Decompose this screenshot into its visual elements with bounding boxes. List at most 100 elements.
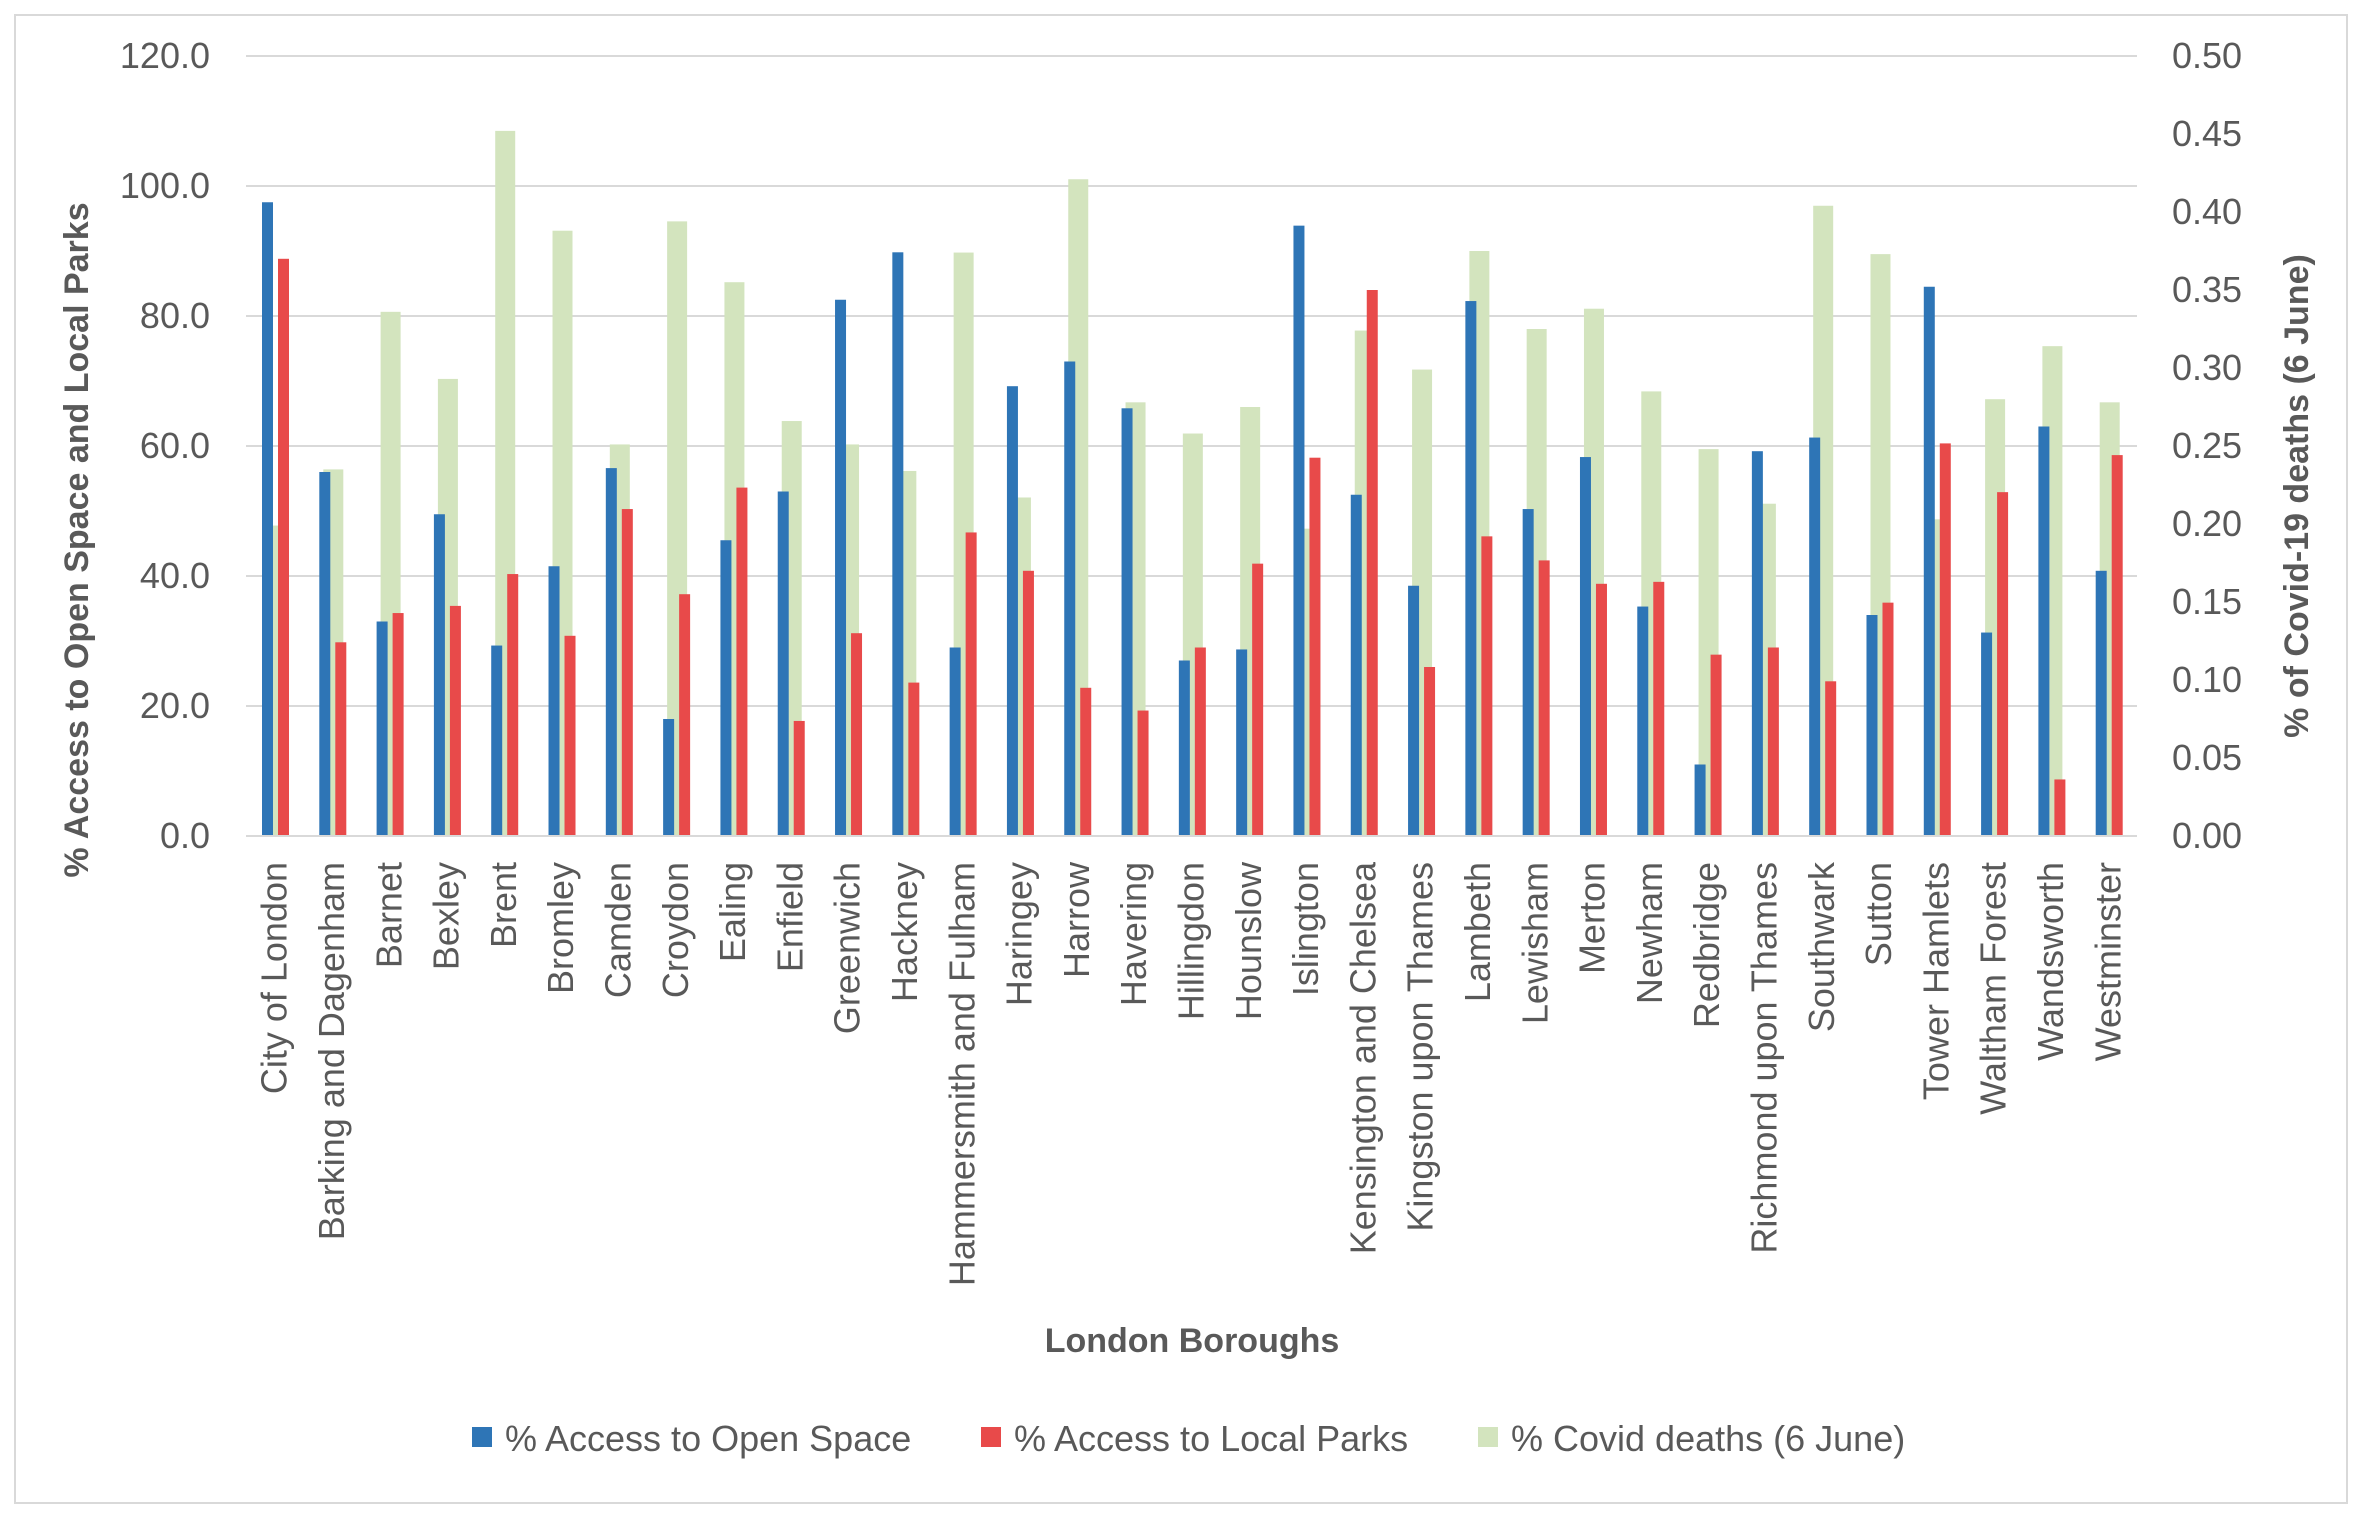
category-label: City of London xyxy=(254,862,295,1094)
bar-open-space-enfield xyxy=(777,491,789,836)
bar-open-space-harrow xyxy=(1064,361,1076,836)
y-tick-label: 20.0 xyxy=(140,685,210,726)
series-covid-deaths xyxy=(266,130,2120,837)
category-label: Bexley xyxy=(426,862,467,970)
bar-local-parks-bexley xyxy=(449,605,461,836)
category-label: Waltham Forest xyxy=(1973,862,2014,1115)
category-label: Redbridge xyxy=(1686,862,1727,1028)
bar-local-parks-newham xyxy=(1653,581,1665,836)
bar-local-parks-hammersmith-and-fulham xyxy=(965,532,977,836)
bar-local-parks-enfield xyxy=(793,720,805,836)
bar-open-space-lewisham xyxy=(1522,509,1534,836)
y2-tick-label: 0.35 xyxy=(2172,269,2242,310)
bar-open-space-bromley xyxy=(548,566,560,836)
bar-open-space-barnet xyxy=(376,621,388,836)
bar-open-space-hillingdon xyxy=(1178,660,1190,836)
category-labels: City of London Barking and Dagenham Barnet… xyxy=(254,861,2129,1286)
category-label: Westminster xyxy=(2087,862,2128,1061)
category-label: Hounslow xyxy=(1228,861,1269,1020)
bar-open-space-greenwich xyxy=(835,299,847,836)
bar-open-space-ealing xyxy=(720,540,732,836)
bar-open-space-haringey xyxy=(1006,386,1018,836)
bar-open-space-kingston-upon-thames xyxy=(1408,585,1420,836)
category-label: Newham xyxy=(1629,862,1670,1004)
bar-local-parks-waltham-forest xyxy=(1997,492,2009,836)
category-label: Lambeth xyxy=(1457,862,1498,1002)
bar-open-space-sutton xyxy=(1866,615,1878,836)
y-tick-label: 100.0 xyxy=(120,165,210,206)
category-label: Ealing xyxy=(712,862,753,962)
bar-open-space-camden xyxy=(605,468,617,836)
category-label: Sutton xyxy=(1858,862,1899,966)
category-label: Bromley xyxy=(540,862,581,994)
category-label: Lewisham xyxy=(1514,862,1555,1024)
y2-tick-label: 0.50 xyxy=(2172,35,2242,76)
category-label: Harrow xyxy=(1056,861,1097,978)
y2-tick-label: 0.20 xyxy=(2172,503,2242,544)
bar-open-space-tower-hamlets xyxy=(1923,286,1935,836)
bar-open-space-hackney xyxy=(892,252,904,837)
legend-swatch-open-space xyxy=(472,1427,492,1447)
category-label: Greenwich xyxy=(827,862,868,1034)
bar-open-space-islington xyxy=(1293,225,1305,836)
bar-open-space-barking-and-dagenham xyxy=(319,472,331,836)
bar-local-parks-ealing xyxy=(736,487,748,836)
category-label: Richmond upon Thames xyxy=(1744,862,1785,1254)
bar-open-space-redbridge xyxy=(1694,764,1706,836)
y2-tick-label: 0.25 xyxy=(2172,425,2242,466)
y2-tick-label: 0.05 xyxy=(2172,737,2242,778)
bar-local-parks-kensington-and-chelsea xyxy=(1366,290,1378,836)
category-label: Hackney xyxy=(884,862,925,1002)
bar-open-space-havering xyxy=(1121,408,1133,836)
bar-open-space-southwark xyxy=(1809,437,1821,836)
legend-label-local-parks: % Access to Local Parks xyxy=(1014,1418,1408,1459)
category-label: Haringey xyxy=(999,862,1040,1006)
bar-local-parks-harrow xyxy=(1080,687,1092,836)
bar-local-parks-hackney xyxy=(908,682,920,836)
y-tick-label: 60.0 xyxy=(140,425,210,466)
y2-tick-label: 0.30 xyxy=(2172,347,2242,388)
left-axis-ticks: 0.0 20.0 40.0 60.0 80.0 100.0 120.0 xyxy=(120,35,210,856)
y2-tick-label: 0.15 xyxy=(2172,581,2242,622)
bar-local-parks-bromley xyxy=(564,635,576,836)
y-tick-label: 120.0 xyxy=(120,35,210,76)
category-label: Tower Hamlets xyxy=(1915,862,1956,1100)
bar-open-space-hammersmith-and-fulham xyxy=(949,647,961,836)
category-label: Wandsworth xyxy=(2030,862,2071,1061)
bar-local-parks-redbridge xyxy=(1710,654,1722,836)
y2-axis-title: % of Covid-19 deaths (6 June) xyxy=(2278,254,2316,738)
y-axis-title: % Access to Open Space and Local Parks xyxy=(58,202,96,877)
category-label: Kingston upon Thames xyxy=(1400,862,1441,1232)
bar-open-space-croydon xyxy=(663,719,675,836)
y2-tick-label: 0.10 xyxy=(2172,659,2242,700)
bar-local-parks-lambeth xyxy=(1481,536,1493,836)
category-label: Camden xyxy=(597,862,638,998)
category-label: Hillingdon xyxy=(1171,862,1212,1020)
bar-local-parks-sutton xyxy=(1882,602,1894,836)
bar-open-space-kensington-and-chelsea xyxy=(1350,494,1362,836)
bar-local-parks-city-of-london xyxy=(278,258,289,836)
category-label: Merton xyxy=(1572,862,1613,974)
bar-open-space-waltham-forest xyxy=(1981,632,1993,836)
category-label: Hammersmith and Fulham xyxy=(941,862,982,1286)
bar-local-parks-greenwich xyxy=(851,633,863,836)
category-label: Southwark xyxy=(1801,861,1842,1032)
bar-local-parks-richmond-upon-thames xyxy=(1767,647,1779,836)
category-label: Barnet xyxy=(368,862,409,968)
category-label: Barking and Dagenham xyxy=(311,862,352,1240)
bar-open-space-bexley xyxy=(433,514,445,836)
bar-local-parks-westminster xyxy=(2111,455,2123,836)
bar-open-space-richmond-upon-thames xyxy=(1751,451,1763,836)
legend-label-covid-deaths: % Covid deaths (6 June) xyxy=(1511,1418,1905,1459)
bar-local-parks-kingston-upon-thames xyxy=(1424,667,1436,836)
legend-label-open-space: % Access to Open Space xyxy=(505,1418,911,1459)
bar-open-space-lambeth xyxy=(1465,301,1477,836)
legend: % Access to Open Space % Access to Local… xyxy=(472,1418,1905,1459)
bar-local-parks-hounslow xyxy=(1252,563,1264,836)
series-local-parks xyxy=(278,258,2123,836)
y-tick-label: 0.0 xyxy=(160,815,210,856)
bar-local-parks-haringey xyxy=(1022,570,1034,836)
y2-tick-label: 0.45 xyxy=(2172,113,2242,154)
bar-local-parks-croydon xyxy=(679,594,691,836)
